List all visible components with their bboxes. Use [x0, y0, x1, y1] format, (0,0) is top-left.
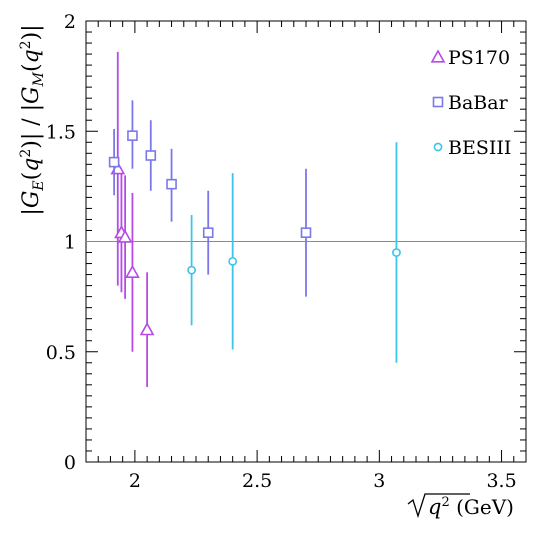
- data-point: [127, 130, 138, 141]
- data-point: [392, 248, 401, 257]
- legend-label: BESIII: [448, 137, 511, 159]
- data-point: [125, 264, 140, 278]
- data-point: [145, 150, 157, 161]
- legend-label: BaBar: [448, 92, 509, 114]
- data-point: [228, 256, 238, 266]
- series-babar: [108, 100, 312, 297]
- data-point: [117, 229, 133, 243]
- x-tick-label: 2: [129, 470, 141, 492]
- legend-marker: [433, 142, 443, 152]
- data-point: [139, 322, 155, 336]
- y-tick-label: 1.5: [46, 121, 76, 143]
- y-axis-title: |GE(q2)| / |GM(q2)|: [18, 24, 47, 215]
- svg-text:q2 (GeV): q2 (GeV): [428, 495, 514, 519]
- x-tick-label: 2.5: [242, 470, 272, 492]
- svg-text:|GE(q2)| / |GM(q2)|: |GE(q2)| / |GM(q2)|: [18, 24, 47, 215]
- series-ps170: [110, 51, 155, 388]
- legend-marker: [430, 49, 446, 63]
- x-axis-title: q2 (GeV): [407, 493, 514, 519]
- legend-label: PS170: [448, 47, 510, 69]
- y-tick-label: 1: [64, 232, 76, 254]
- y-tick-label: 0.5: [46, 342, 76, 364]
- y-tick-label: 0: [64, 452, 76, 474]
- data-point: [108, 156, 120, 168]
- data-point: [166, 178, 177, 190]
- data-point: [187, 265, 196, 275]
- x-tick-label: 3: [373, 470, 385, 492]
- data-point: [202, 227, 214, 238]
- x-tick-label: 3.5: [486, 470, 516, 492]
- legend-marker: [432, 96, 444, 108]
- data-point: [300, 227, 312, 238]
- y-tick-label: 2: [64, 11, 76, 33]
- series-besiii: [187, 142, 401, 363]
